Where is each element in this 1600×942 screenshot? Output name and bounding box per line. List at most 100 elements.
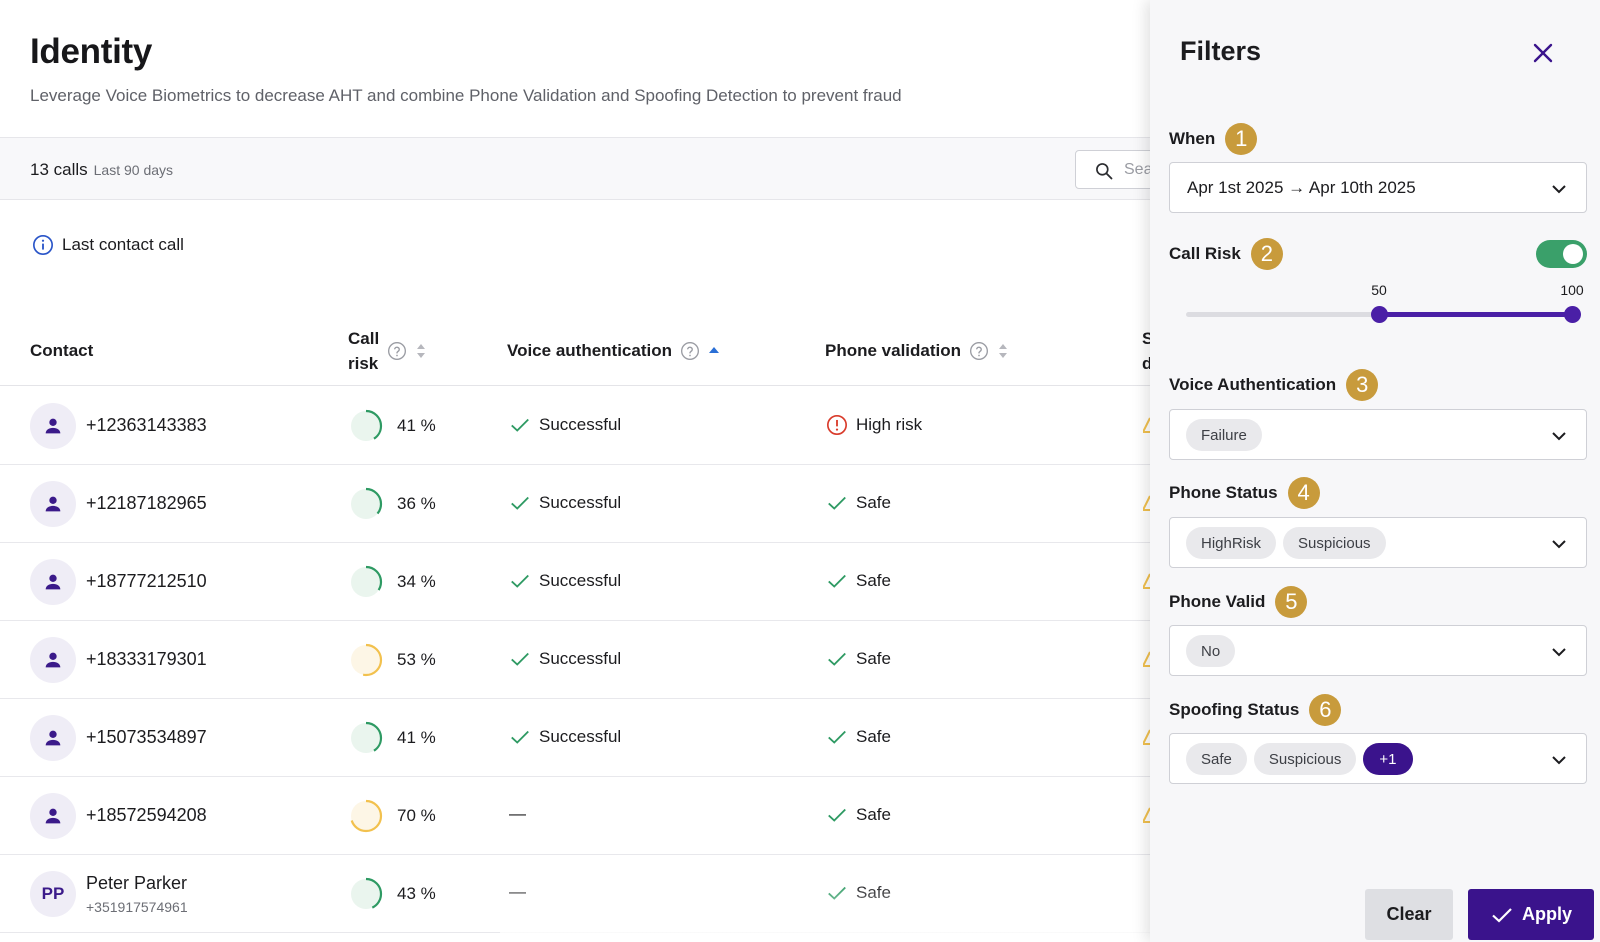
filter-when-label: When 1 bbox=[1169, 123, 1258, 155]
avatar: PP bbox=[30, 871, 76, 917]
filter-chip[interactable]: Safe bbox=[1186, 743, 1247, 775]
column-phone-label: Phone validation bbox=[825, 341, 962, 360]
apply-button-label: Apply bbox=[1521, 904, 1572, 924]
filter-chip[interactable]: No bbox=[1186, 635, 1236, 667]
close-icon[interactable] bbox=[1528, 38, 1558, 68]
phone-validation-text: Safe bbox=[856, 493, 891, 512]
when-date-range-select[interactable]: Apr 1st 2025 → Apr 10th 2025 bbox=[1169, 162, 1587, 213]
slider-max-label: 100 bbox=[1560, 282, 1584, 298]
column-call-risk-label: Call risk bbox=[348, 326, 379, 376]
column-call-risk[interactable]: Call risk bbox=[348, 316, 427, 386]
voice-auth-text: Successful bbox=[539, 649, 622, 668]
contact-name: Peter Parker bbox=[86, 873, 188, 893]
voice-auth-text: Successful bbox=[539, 493, 622, 512]
phone-status-select[interactable]: HighRisk Suspicious bbox=[1169, 517, 1587, 568]
phone-validation-status: Safe bbox=[826, 726, 891, 748]
contact-phone: +351917574961 bbox=[86, 899, 188, 915]
slider-range-fill bbox=[1379, 312, 1572, 317]
voice-auth-status: Successful bbox=[509, 414, 621, 436]
risk-gauge bbox=[349, 409, 383, 443]
voice-auth-chips: Failure bbox=[1186, 419, 1262, 451]
risk-value: 70 % bbox=[397, 806, 436, 825]
help-circle-icon[interactable] bbox=[680, 341, 700, 361]
table-row[interactable]: +15073534897 41 % Successful Safe bbox=[0, 699, 1160, 777]
sort-ascending-icon[interactable] bbox=[708, 343, 720, 359]
check-icon bbox=[828, 652, 846, 666]
filter-phone-valid-label: Phone Valid 5 bbox=[1169, 586, 1308, 618]
table-row[interactable]: +12363143383 41 % Successful High risk bbox=[0, 387, 1160, 465]
filter-voice-auth-text: Voice Authentication bbox=[1169, 375, 1337, 394]
risk-value: 43 % bbox=[397, 884, 436, 903]
chevron-down-icon bbox=[1552, 185, 1566, 194]
slider-min-handle[interactable] bbox=[1371, 306, 1388, 323]
filter-phone-valid-text: Phone Valid bbox=[1169, 592, 1266, 611]
step-badge-3: 3 bbox=[1346, 369, 1379, 401]
phone-validation-status: Safe bbox=[826, 570, 891, 592]
voice-auth-text: — bbox=[509, 804, 526, 823]
check-icon bbox=[828, 496, 846, 510]
filter-phone-status-label: Phone Status 4 bbox=[1169, 477, 1320, 509]
filter-chip[interactable]: Failure bbox=[1186, 419, 1262, 451]
more-chip-badge[interactable]: +1 bbox=[1363, 743, 1413, 775]
spoof-warning-icon bbox=[1143, 573, 1151, 589]
voice-authentication-select[interactable]: Failure bbox=[1169, 409, 1587, 460]
filter-chip[interactable]: Suspicious bbox=[1253, 743, 1357, 775]
filter-chip[interactable]: HighRisk bbox=[1186, 527, 1277, 559]
page-header: Identity Leverage Voice Biometrics to de… bbox=[30, 32, 902, 106]
avatar bbox=[30, 715, 76, 761]
check-icon bbox=[511, 418, 529, 432]
clear-button[interactable]: Clear bbox=[1365, 889, 1453, 940]
table-header: Contact Call risk Voice authentication Ph… bbox=[0, 316, 1160, 386]
spoofing-status-select[interactable]: Safe Suspicious +1 bbox=[1169, 733, 1587, 784]
column-phone-validation[interactable]: Phone validation bbox=[825, 341, 1009, 361]
slider-max-handle[interactable] bbox=[1564, 306, 1581, 323]
voice-auth-text: Successful bbox=[539, 415, 622, 434]
voice-auth-status: — bbox=[509, 804, 526, 824]
voice-auth-text: Successful bbox=[539, 571, 622, 590]
phone-validation-text: Safe bbox=[856, 571, 891, 590]
check-icon bbox=[828, 808, 846, 822]
column-voice-label: Voice authentication bbox=[507, 341, 672, 360]
filter-spoofing-status-text: Spoofing Status bbox=[1169, 700, 1300, 719]
call-risk-slider[interactable] bbox=[1186, 306, 1581, 323]
check-icon bbox=[828, 730, 846, 744]
phone-validation-text: Safe bbox=[856, 649, 891, 668]
table-row[interactable]: +12187182965 36 % Successful Safe bbox=[0, 465, 1160, 543]
contact-phone: +12187182965 bbox=[86, 493, 207, 513]
spoof-warning-icon bbox=[1143, 807, 1151, 823]
step-badge-5: 5 bbox=[1275, 586, 1308, 618]
sort-icon[interactable] bbox=[997, 343, 1009, 359]
column-contact-label: Contact bbox=[30, 341, 94, 360]
call-risk-toggle[interactable] bbox=[1536, 240, 1587, 268]
help-circle-icon[interactable] bbox=[387, 341, 407, 361]
user-icon bbox=[45, 808, 61, 824]
help-circle-icon[interactable] bbox=[969, 341, 989, 361]
table-row[interactable]: +18333179301 53 % Successful Safe bbox=[0, 621, 1160, 699]
avatar bbox=[30, 793, 76, 839]
sort-icon[interactable] bbox=[415, 343, 427, 359]
spoof-warning-icon bbox=[1143, 651, 1151, 667]
apply-button[interactable]: Apply bbox=[1468, 889, 1594, 940]
last-contact-call-label: Last contact call bbox=[62, 235, 184, 254]
user-icon bbox=[45, 730, 61, 746]
calls-range: Last 90 days bbox=[93, 162, 174, 178]
filters-panel: Filters When 1 Apr 1st 2025 → Apr 10th 2… bbox=[1150, 0, 1600, 942]
phone-validation-status: Safe bbox=[826, 648, 891, 670]
column-spoof-line2: d bbox=[1142, 354, 1153, 373]
column-voice-authentication[interactable]: Voice authentication bbox=[507, 341, 720, 361]
calls-toolbar: 13 calls Last 90 days Sea bbox=[0, 137, 1195, 200]
filters-title: Filters bbox=[1180, 36, 1262, 66]
phone-valid-select[interactable]: No bbox=[1169, 625, 1587, 676]
table-row[interactable]: +18572594208 70 % — Safe bbox=[0, 777, 1160, 855]
column-contact: Contact bbox=[30, 341, 93, 361]
voice-auth-status: Successful bbox=[509, 726, 621, 748]
risk-gauge bbox=[349, 877, 383, 911]
table-row[interactable]: +18777212510 34 % Successful Safe bbox=[0, 543, 1160, 621]
risk-value: 53 % bbox=[397, 650, 436, 669]
when-date-range-value: Apr 1st 2025 → Apr 10th 2025 bbox=[1187, 178, 1416, 197]
filter-chip[interactable]: Suspicious bbox=[1283, 527, 1386, 559]
phone-status-chips: HighRisk Suspicious bbox=[1186, 527, 1386, 559]
phone-validation-text: High risk bbox=[856, 415, 923, 434]
